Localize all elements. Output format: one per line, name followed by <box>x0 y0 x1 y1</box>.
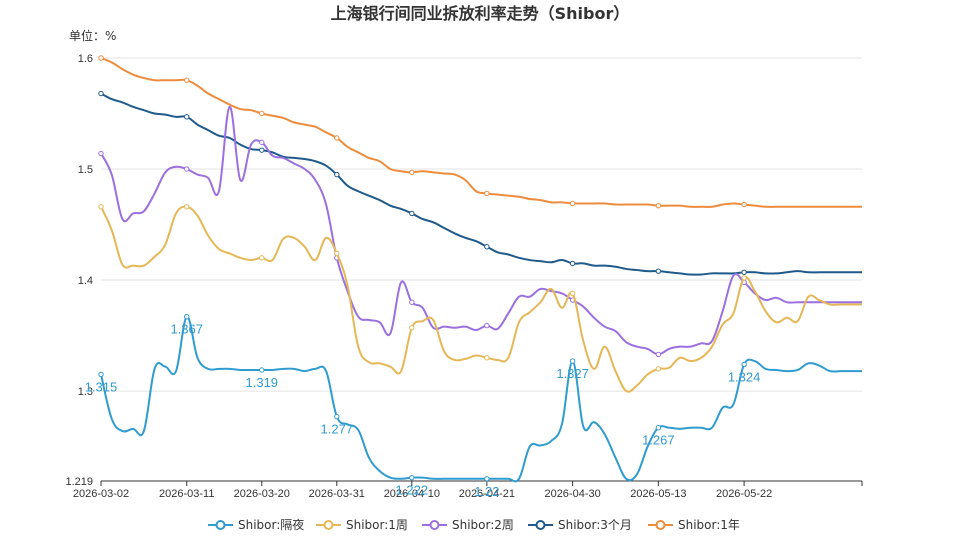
series-point <box>741 361 747 368</box>
legend[interactable]: Shibor:隔夜 Shibor:1周 Shibor:2周 Shibor:3个月 Shi… <box>208 517 740 532</box>
series-point <box>409 210 415 217</box>
series-point <box>655 351 662 358</box>
y-tick-label: 1.4 <box>78 275 93 287</box>
series-point <box>259 110 265 117</box>
series-point <box>259 367 265 373</box>
legend-item-4[interactable]: Shibor:1年 <box>648 518 740 532</box>
data-label: 1.267 <box>642 433 675 448</box>
series-point <box>484 244 490 250</box>
legend-label: Shibor:1周 <box>346 518 408 532</box>
series-point <box>184 313 190 320</box>
x-tick-label: 2026-03-11 <box>159 488 214 500</box>
series-line-0 <box>100 315 862 483</box>
x-tick-label: 2026-05-13 <box>630 488 686 500</box>
series-point <box>259 147 265 153</box>
y-tick-label: 1.219 <box>65 476 93 488</box>
series-point <box>184 166 190 172</box>
series-point <box>484 476 490 482</box>
data-label: 1.324 <box>728 369 761 384</box>
series-line-4 <box>100 57 862 208</box>
x-tick-label: 2026-04-10 <box>384 488 440 500</box>
data-label: 1.22 <box>474 484 499 499</box>
data-label: 1.327 <box>556 366 589 381</box>
legend-swatch-marker <box>323 520 334 530</box>
series-point <box>98 150 104 157</box>
legend-item-0[interactable]: Shibor:隔夜 <box>208 517 304 532</box>
data-label: 1.315 <box>85 379 118 394</box>
series-point <box>98 204 104 210</box>
legend-label: Shibor:2周 <box>452 518 514 532</box>
data-labels: 1.315 1.367 1.319 1.277 1.222 1.22 1.327 1.267 1… <box>85 322 761 499</box>
series-point <box>98 55 104 61</box>
legend-swatch-marker <box>215 520 226 530</box>
legend-item-3[interactable]: Shibor:3个月 <box>528 518 632 532</box>
data-label: 1.277 <box>321 422 354 437</box>
series-point <box>334 413 340 420</box>
y-tick-label: 1.3 <box>78 386 93 398</box>
series-line-2 <box>100 105 862 356</box>
chart-title: 上海银行间同业拆放利率走势（Shibor） <box>331 4 630 23</box>
x-tick-label: 2026-05-22 <box>716 488 772 500</box>
series-point <box>98 371 104 378</box>
x-tick-label: 2026-04-21 <box>459 488 515 500</box>
legend-item-1[interactable]: Shibor:1周 <box>316 518 408 532</box>
legend-swatch-marker <box>429 520 440 530</box>
series-point <box>184 204 190 210</box>
series-point <box>655 425 662 431</box>
data-label: 1.222 <box>396 483 429 498</box>
series-line-3 <box>100 92 862 276</box>
series-point <box>259 255 265 261</box>
grid-lines <box>101 57 862 392</box>
series-point <box>569 290 576 297</box>
series-point <box>409 325 415 331</box>
series-point <box>259 139 265 146</box>
legend-swatch-marker <box>535 520 546 530</box>
data-label: 1.319 <box>246 375 279 390</box>
series-point <box>741 201 747 208</box>
x-tick-label: 2026-04-30 <box>544 488 600 500</box>
legend-label: Shibor:3个月 <box>558 518 632 532</box>
series-point <box>569 358 576 364</box>
series-point <box>409 169 415 176</box>
series-point <box>655 268 662 274</box>
x-tick-label: 2026-03-20 <box>234 488 290 500</box>
series-point <box>334 135 340 141</box>
series-point <box>484 355 490 361</box>
series-point <box>334 171 340 178</box>
legend-swatch-marker <box>655 520 666 530</box>
unit-label: 单位：% <box>69 28 116 43</box>
x-tick-label: 2026-03-31 <box>309 488 365 500</box>
series-point <box>409 299 415 305</box>
legend-label: Shibor:1年 <box>678 518 740 532</box>
series-point <box>98 90 104 97</box>
legend-label: Shibor:隔夜 <box>238 517 304 532</box>
series-point <box>184 114 190 120</box>
x-tick-label: 2026-03-02 <box>73 488 129 500</box>
data-label: 1.367 <box>170 322 203 337</box>
series-point <box>741 275 747 281</box>
series-point <box>184 77 190 83</box>
y-tick-label: 1.5 <box>78 164 93 176</box>
series-point <box>655 202 662 209</box>
series-point <box>484 190 490 197</box>
series-point <box>569 200 576 207</box>
y-tick-label: 1.6 <box>78 53 93 65</box>
axes: 1.219 1.3 1.4 1.5 1.6 2026-03-02 2026-03-11 202… <box>65 53 863 500</box>
series-point <box>655 366 662 372</box>
series-point <box>569 260 576 267</box>
series-line-1 <box>100 205 862 393</box>
series-point <box>334 250 340 257</box>
series-lines <box>98 55 862 483</box>
legend-item-2[interactable]: Shibor:2周 <box>422 518 514 532</box>
series-point <box>741 269 747 275</box>
series-point <box>484 322 490 329</box>
series-point <box>409 474 415 481</box>
